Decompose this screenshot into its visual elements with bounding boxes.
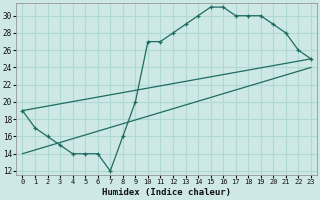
X-axis label: Humidex (Indice chaleur): Humidex (Indice chaleur) <box>102 188 231 197</box>
